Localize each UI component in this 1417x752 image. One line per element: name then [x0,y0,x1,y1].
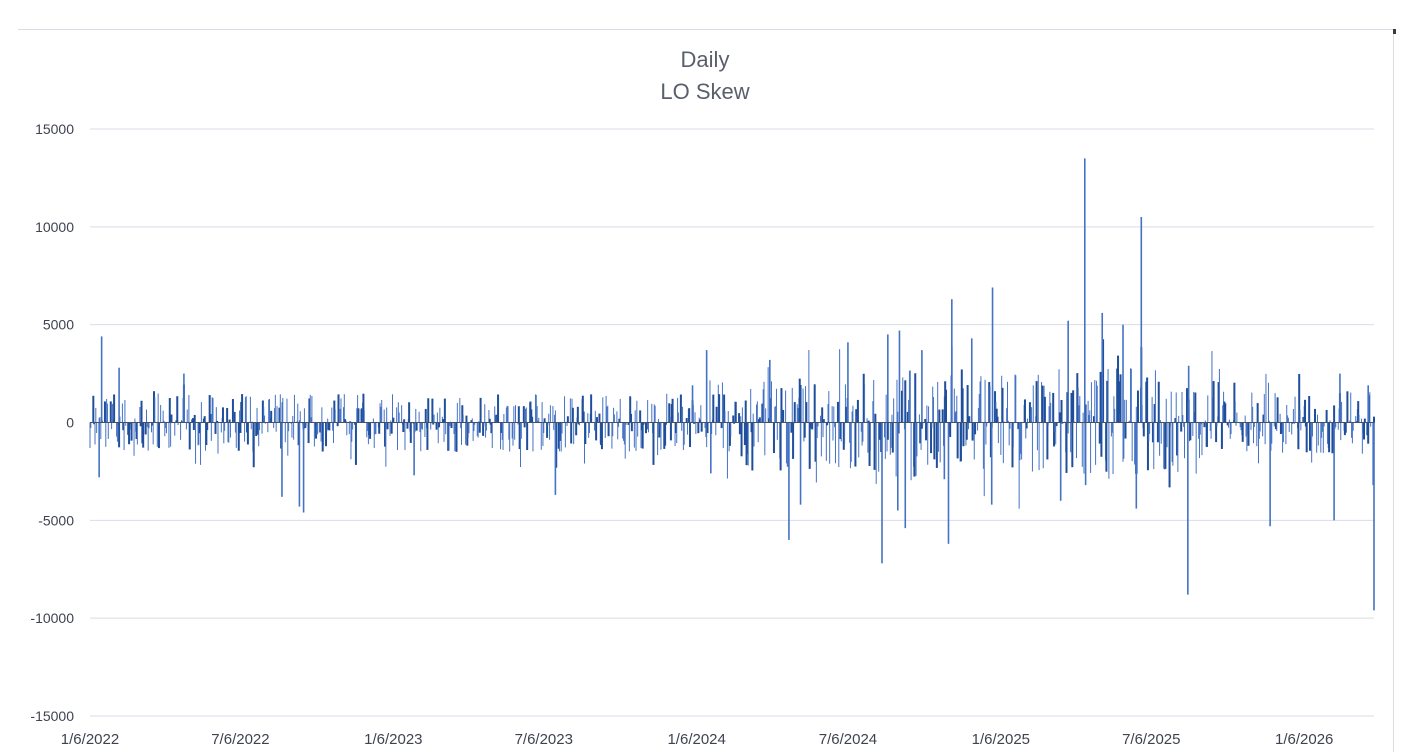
x-tick-label: 1/6/2022 [61,731,119,748]
y-tick-label: 10000 [35,219,74,235]
y-tick-label: 15000 [35,121,74,137]
x-tick-label: 7/6/2025 [1122,731,1180,748]
x-tick-label: 7/6/2024 [819,731,877,748]
x-axis-ticks: 1/6/2022 7/6/2022 1/6/2023 7/6/2023 1/6/2024… [61,731,1334,748]
y-tick-label: 0 [66,415,74,431]
chart-frame-top [18,29,1393,30]
y-tick-label: 5000 [43,317,74,333]
y-tick-label: -10000 [30,610,74,626]
bars [89,158,1375,611]
chart-frame-right [1393,29,1394,752]
y-axis-ticks: 15000 10000 5000 0 -5000 -10000 -15000 [30,121,74,724]
chart-subtitle: LO Skew [660,79,749,104]
y-tick-label: -5000 [38,512,74,528]
x-tick-label: 7/6/2023 [515,731,573,748]
x-tick-label: 1/6/2024 [667,731,725,748]
chart-frame-corner-mark [1393,29,1396,34]
chart-title: Daily [681,47,730,72]
y-tick-label: -15000 [30,708,74,724]
x-tick-label: 1/6/2023 [364,731,422,748]
x-tick-label: 1/6/2026 [1275,731,1333,748]
x-tick-label: 1/6/2025 [972,731,1030,748]
x-tick-label: 7/6/2022 [211,731,269,748]
